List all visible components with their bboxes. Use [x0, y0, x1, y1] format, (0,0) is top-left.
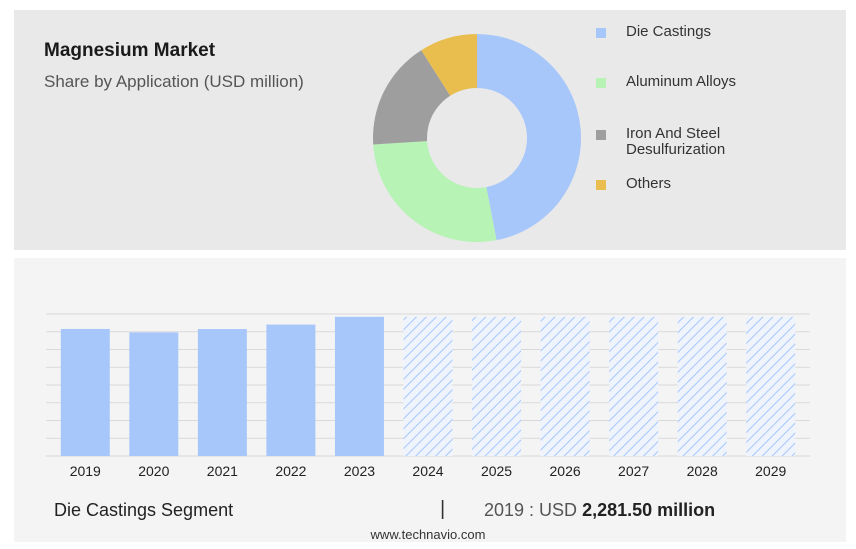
- forecast-bar-2028: [677, 316, 727, 456]
- x-tick-label: 2019: [70, 463, 101, 479]
- x-tick-label: 2025: [481, 463, 512, 479]
- legend-item: Die Castings: [596, 24, 776, 40]
- bar-2023: [334, 316, 384, 456]
- legend-swatch: [596, 78, 606, 88]
- x-tick-label: 2022: [275, 463, 306, 479]
- donut-slice-aluminum-alloys: [373, 141, 497, 242]
- bar-2020: [129, 332, 179, 456]
- x-tick-label: 2028: [687, 463, 718, 479]
- bar-2019: [60, 328, 110, 456]
- legend-label: Die Castings: [626, 23, 712, 40]
- legend-label: Others: [626, 175, 672, 192]
- donut-slice-iron-and-steel-desulfurization: [373, 50, 451, 145]
- bar-2021: [197, 329, 247, 456]
- forecast-bar-2024: [403, 316, 453, 456]
- legend-item: Others: [596, 176, 776, 192]
- segment-name: Die Castings Segment: [54, 500, 234, 520]
- donut-slice-die-castings: [477, 34, 581, 241]
- forecast-bar-2029: [746, 316, 796, 456]
- legend-swatch: [596, 130, 606, 140]
- x-tick-label: 2027: [618, 463, 649, 479]
- chart-subtitle: Share by Application (USD million): [44, 72, 304, 91]
- source-link[interactable]: www.technavio.com: [370, 527, 486, 542]
- x-tick-label: 2024: [412, 463, 443, 479]
- bar-2022: [266, 324, 316, 456]
- forecast-bar-2025: [472, 316, 522, 456]
- legend-label: Aluminum Alloys: [626, 73, 737, 90]
- x-tick-label: 2023: [344, 463, 375, 479]
- legend-swatch: [596, 180, 606, 190]
- legend-swatch: [596, 28, 606, 38]
- forecast-bar-2026: [540, 316, 590, 456]
- footer-separator: |: [440, 498, 446, 520]
- segment-value: 2019 : USD 2,281.50 million: [484, 500, 715, 521]
- x-tick-label: 2029: [755, 463, 786, 479]
- legend-item: Aluminum Alloys: [596, 74, 776, 90]
- x-tick-label: 2020: [138, 463, 169, 479]
- segment-value-amount: 2,281.50 million: [582, 500, 716, 520]
- segment-year-prefix: 2019 : USD: [484, 500, 578, 520]
- legend-item: Iron And Steel Desulfurization: [596, 126, 776, 158]
- x-tick-label: 2026: [550, 463, 581, 479]
- chart-title: Magnesium Market: [44, 40, 216, 61]
- donut-slice-others: [421, 34, 477, 96]
- legend-label: Iron And Steel Desulfurization: [626, 125, 726, 158]
- x-tick-label: 2021: [207, 463, 238, 479]
- forecast-bar-2027: [609, 316, 659, 456]
